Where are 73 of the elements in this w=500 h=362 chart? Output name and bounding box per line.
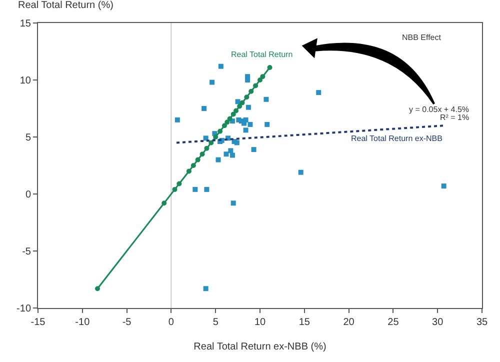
point	[240, 100, 245, 106]
point	[251, 147, 256, 152]
point	[224, 152, 229, 157]
point	[230, 200, 236, 206]
point	[224, 120, 230, 125]
point	[186, 168, 192, 174]
y-tick-label: 15	[20, 18, 32, 30]
point	[230, 112, 236, 117]
point	[264, 96, 269, 102]
point	[248, 88, 254, 94]
point	[246, 104, 251, 110]
x-tick-label: 20	[343, 317, 355, 328]
point	[204, 146, 210, 151]
point	[267, 64, 272, 70]
point	[230, 152, 235, 158]
y-tick-label: 10	[20, 76, 32, 86]
y-tick-label: 5	[25, 132, 32, 144]
point	[218, 128, 223, 134]
x-tick-label: 35	[476, 317, 488, 328]
point	[174, 117, 180, 122]
point	[244, 94, 250, 100]
point	[202, 106, 207, 111]
x-tick-label: -10	[75, 317, 90, 328]
point	[245, 78, 250, 82]
point	[258, 78, 262, 82]
point	[200, 152, 205, 157]
x-tick-label: 30	[432, 317, 444, 328]
point	[441, 184, 446, 189]
point	[192, 186, 198, 192]
point	[222, 123, 227, 128]
point	[203, 286, 208, 292]
point	[237, 104, 242, 109]
point	[260, 74, 266, 80]
annotation: NBB Effect	[402, 33, 442, 42]
y-tick-label: 0	[25, 190, 32, 200]
point	[316, 90, 322, 96]
point	[218, 64, 224, 69]
annotation: y = 0.05x + 4.5%	[409, 105, 470, 114]
point	[234, 140, 240, 146]
x-tick-label: 25	[388, 317, 400, 328]
x-tick-label: 0	[168, 317, 174, 328]
point	[203, 136, 208, 141]
point	[204, 186, 210, 192]
point	[190, 163, 196, 168]
point	[176, 181, 182, 186]
point	[95, 286, 100, 292]
y-tick-label: -5	[22, 246, 32, 258]
point	[213, 134, 218, 140]
point	[210, 80, 215, 85]
point	[298, 170, 304, 175]
x-tick-label: 15	[298, 317, 310, 328]
x-axis-title: Real Total Return ex-NBB (%)	[194, 342, 326, 352]
annotation: R² = 1%	[440, 113, 470, 122]
x-tick-label: 10	[254, 317, 266, 328]
point	[234, 108, 239, 114]
series-label: Real Total Return ex-NBB	[351, 134, 442, 143]
point	[208, 140, 214, 146]
point	[248, 122, 253, 127]
point	[264, 122, 270, 127]
point	[227, 116, 232, 122]
x-tick-label: -15	[30, 317, 46, 328]
x-tick-label: -5	[122, 317, 132, 328]
point	[253, 83, 258, 88]
point	[216, 157, 221, 162]
point	[162, 200, 167, 206]
y-tick-label: -10	[16, 304, 32, 314]
x-tick-label: 5	[212, 317, 219, 328]
point	[243, 128, 248, 133]
y-axis-title: Real Total Return (%)	[18, 0, 114, 11]
point	[172, 186, 178, 192]
series-label: Real Total Return	[231, 50, 293, 59]
point	[235, 99, 240, 104]
point	[195, 157, 200, 162]
